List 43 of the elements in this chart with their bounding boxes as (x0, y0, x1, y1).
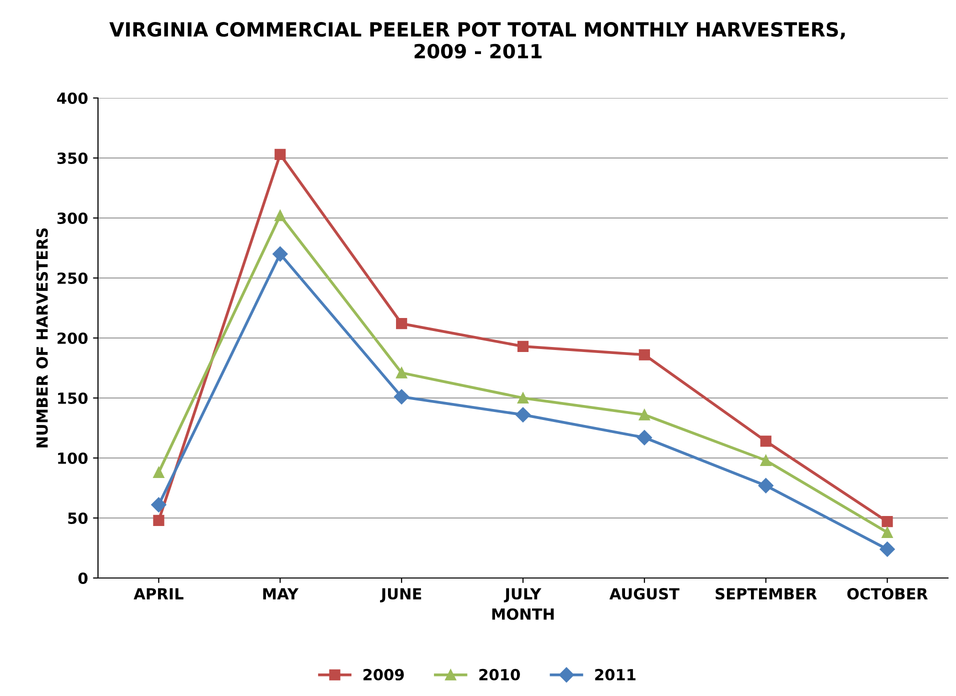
y-tick-label: 350 (57, 152, 88, 164)
point (396, 318, 408, 330)
x-tick-label: OCTOBER (847, 588, 928, 600)
point (151, 497, 166, 512)
y-tick-label: 400 (57, 92, 88, 104)
x-tick-label: JULY (504, 588, 542, 602)
y-tick-label: 100 (58, 452, 88, 464)
x-tick-label: SEPTEMBER (716, 588, 817, 600)
x-axis-title: MONTH (492, 608, 554, 620)
point (882, 526, 893, 538)
point (882, 516, 893, 528)
x-tick-label: JUNE (380, 588, 422, 602)
point (760, 436, 772, 447)
y-tick-label: 250 (58, 272, 88, 284)
y-axis-title: NUMBER OF HARVESTERS (36, 228, 48, 448)
y-tick-label: 50 (68, 512, 88, 524)
y-tick-label: 300 (57, 212, 88, 224)
point (515, 407, 531, 422)
y-tick-label: 150 (58, 392, 88, 404)
legend-label: 2011 (595, 668, 636, 680)
legend-label: 2010 (479, 668, 520, 680)
legend-label: 2009 (363, 668, 404, 680)
point (153, 514, 164, 526)
point (760, 454, 772, 466)
point (396, 367, 408, 378)
y-tick-label: 200 (58, 332, 88, 344)
point (394, 389, 410, 404)
point (638, 409, 650, 420)
x-tick-label: MAY (263, 588, 299, 600)
point (880, 542, 895, 557)
point (272, 246, 288, 262)
point (274, 148, 286, 160)
y-tick-label: 0 (78, 572, 88, 584)
point (153, 466, 164, 478)
point (638, 349, 650, 360)
x-tick-label: AUGUST (609, 588, 680, 600)
point (517, 392, 529, 404)
x-tick-label: APRIL (134, 588, 184, 600)
point (636, 430, 652, 446)
point (274, 210, 286, 222)
point (517, 340, 529, 352)
chart-title: VIRGINIA COMMERCIAL PEELER POT TOTAL MONTHLY HARVESTERS, 2009 - 2011 (109, 22, 845, 59)
point (758, 478, 774, 494)
